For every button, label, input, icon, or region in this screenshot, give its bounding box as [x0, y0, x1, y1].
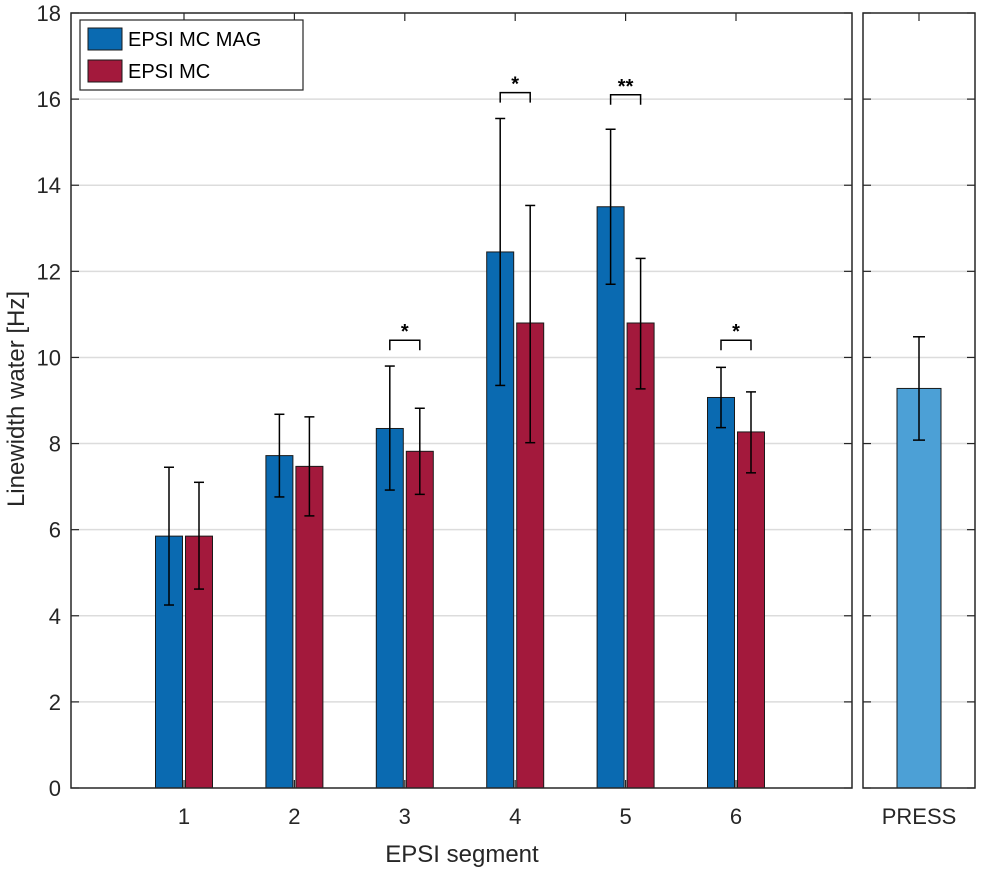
significance-bracket: [609, 94, 642, 105]
y-axis-title: Linewidth water [Hz]: [3, 291, 30, 507]
x-tick-label: 1: [178, 804, 190, 829]
y-tick-label: 16: [37, 87, 61, 112]
y-tick-label: 10: [37, 345, 61, 370]
x-tick-label: 5: [619, 804, 631, 829]
press-plot-panel: PRESS: [862, 12, 976, 829]
significance-marker: **: [618, 76, 634, 98]
y-tick-label: 18: [37, 1, 61, 26]
press-axes-box: [862, 12, 976, 789]
significance-bracket: [389, 339, 421, 351]
x-tick-label: 4: [509, 804, 521, 829]
y-tick-label: 2: [49, 690, 61, 715]
legend: EPSI MC MAG EPSI MC: [79, 19, 304, 91]
significance-bracket: [720, 339, 752, 351]
main-axes-box: [70, 12, 853, 789]
significance-bracket: [499, 91, 531, 103]
bar-press: [896, 387, 942, 789]
significance-marker: *: [732, 321, 740, 343]
bar-epsi-mc-6: [737, 431, 765, 789]
y-tick-label: 6: [49, 518, 61, 543]
y-tick-label: 8: [49, 432, 61, 457]
bar-epsi-mc-2: [295, 465, 324, 789]
bar-epsi-mc-mag-5: [596, 206, 625, 789]
y-tick-label: 4: [49, 604, 61, 629]
y-tick-label: 12: [37, 259, 61, 284]
significance-marker: *: [511, 74, 519, 96]
bar-epsi-mc-5: [626, 322, 655, 789]
bar-epsi-mc-3: [405, 450, 434, 789]
press-x-tick-label: PRESS: [882, 804, 957, 829]
y-tick-label: 14: [37, 173, 61, 198]
bar-epsi-mc-mag-6: [707, 396, 735, 789]
x-tick-label: 3: [399, 804, 411, 829]
legend-label-epsi-mc: EPSI MC: [128, 61, 210, 83]
x-tick-label: 6: [730, 804, 742, 829]
legend-label-epsi-mc-mag: EPSI MC MAG: [128, 29, 261, 51]
significance-marker: *: [401, 321, 409, 343]
y-tick-label: 0: [49, 776, 61, 801]
x-axis-title: EPSI segment: [385, 841, 539, 868]
legend-swatch-epsi-mc: [87, 59, 123, 83]
legend-swatch-epsi-mc-mag: [87, 27, 123, 51]
x-tick-label: 2: [288, 804, 300, 829]
bar-epsi-mc-mag-2: [265, 455, 294, 789]
